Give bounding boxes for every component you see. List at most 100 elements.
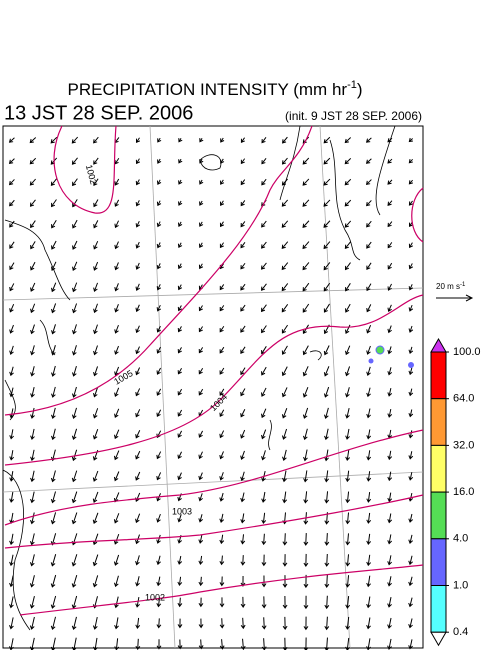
isobar: [4, 494, 424, 549]
wind-arrow: [9, 575, 14, 588]
wind-arrow: [199, 221, 204, 227]
wind-arrow: [50, 554, 57, 567]
colorbar-under: [430, 631, 447, 647]
wind-arrow: [366, 596, 371, 609]
wind-arrow: [135, 220, 141, 228]
colorbar-segment: [430, 444, 447, 493]
wind-arrow: [366, 220, 372, 228]
wind-arrow: [408, 534, 413, 544]
wind-arrow: [71, 574, 78, 588]
colorbar-segment: [430, 585, 447, 633]
wind-arrow: [302, 241, 310, 250]
wind-arrow: [72, 178, 78, 187]
wind-arrow: [240, 471, 245, 482]
wind-arrow: [408, 284, 414, 291]
colorbar: 100.0 64.0 32.0 16.0 4.0 1.0 0.4: [430, 337, 481, 647]
wind-arrow: [177, 263, 183, 270]
isobar: [4, 125, 313, 416]
wind-arrow: [240, 242, 246, 249]
wind-arrow: [199, 200, 204, 206]
map-frame: [2, 125, 424, 649]
wind-arrow: [261, 220, 267, 228]
wind-arrow: [240, 158, 246, 165]
wind-scale-head: [465, 294, 474, 302]
wind-arrow: [9, 366, 14, 377]
wind-arrow: [345, 408, 350, 419]
wind-arrow: [135, 513, 141, 524]
wind-arrow: [387, 367, 393, 376]
wind-arrow: [30, 428, 35, 440]
wind-arrow: [345, 283, 351, 292]
wind-arrow: [261, 491, 266, 503]
wind-arrow: [345, 324, 351, 334]
island: [309, 350, 322, 361]
wind-arrow: [408, 576, 413, 587]
lat-line: [2, 471, 424, 493]
isobar: [53, 125, 117, 214]
wind-arrow: [240, 179, 246, 186]
wind-arrow: [240, 200, 246, 207]
wind-arrow: [177, 284, 183, 291]
wind-arrow: [408, 409, 414, 418]
title: PRECIPITATION INTENSITY (mm hr-1): [67, 79, 362, 100]
wind-arrow: [156, 618, 162, 629]
wind-arrow: [157, 137, 162, 143]
wind-arrow: [366, 429, 372, 440]
wind-arrow: [345, 616, 351, 630]
island: [199, 154, 222, 171]
wind-arrow: [366, 262, 372, 270]
wind-arrow: [199, 158, 204, 164]
wind-arrow: [240, 137, 245, 144]
wind-arrow: [345, 449, 351, 462]
wind-arrow: [93, 157, 99, 165]
wind-arrow: [219, 618, 225, 629]
wind-arrow: [344, 220, 352, 228]
wind-arrow: [51, 240, 57, 250]
wind-arrow: [219, 597, 225, 608]
wind-arrow: [29, 178, 36, 186]
coast: [268, 419, 272, 451]
wind-arrow: [345, 428, 350, 440]
wind-arrow: [240, 492, 245, 503]
wind-arrow: [261, 262, 267, 270]
wind-arrow: [93, 261, 99, 271]
wind-arrow: [9, 533, 14, 546]
title-end: ): [357, 80, 363, 99]
wind-arrow: [156, 221, 162, 228]
wind-arrow: [114, 408, 120, 419]
wind-arrow: [408, 200, 414, 206]
wind-arrow: [177, 388, 183, 396]
wind-arrow: [366, 200, 372, 207]
wind-arrow: [72, 219, 78, 229]
wind-arrow: [50, 470, 56, 483]
colorbar-tick-label: 100.0: [453, 346, 481, 358]
wind-arrow: [387, 388, 393, 397]
wind-arrow: [114, 596, 119, 609]
wind-arrow: [240, 304, 246, 312]
wind-arrow: [387, 576, 392, 587]
wind-arrow: [302, 428, 308, 441]
wind-arrow: [177, 305, 183, 312]
wind-arrow: [261, 533, 267, 546]
wind-arrow: [302, 262, 310, 271]
wind-arrow: [71, 428, 78, 441]
wind-arrow: [9, 262, 15, 271]
wind-arrow: [387, 242, 393, 249]
wind-arrow: [220, 200, 225, 206]
wind-arrow: [324, 553, 330, 567]
wind-arrow: [50, 616, 56, 631]
wind-arrow: [135, 638, 141, 651]
wind-arrow: [240, 576, 246, 587]
wind-arrow: [387, 513, 393, 524]
wind-arrow: [30, 387, 35, 398]
wind-arrow: [323, 345, 330, 356]
wind-arrow: [366, 283, 372, 292]
wind-arrow: [261, 554, 267, 567]
wind-arrow: [50, 533, 57, 546]
wind-arrow: [219, 555, 225, 566]
colorbar-segment: [430, 398, 447, 446]
wind-arrow: [93, 303, 98, 314]
wind-arrow: [156, 513, 161, 523]
wind-arrow: [177, 409, 183, 417]
